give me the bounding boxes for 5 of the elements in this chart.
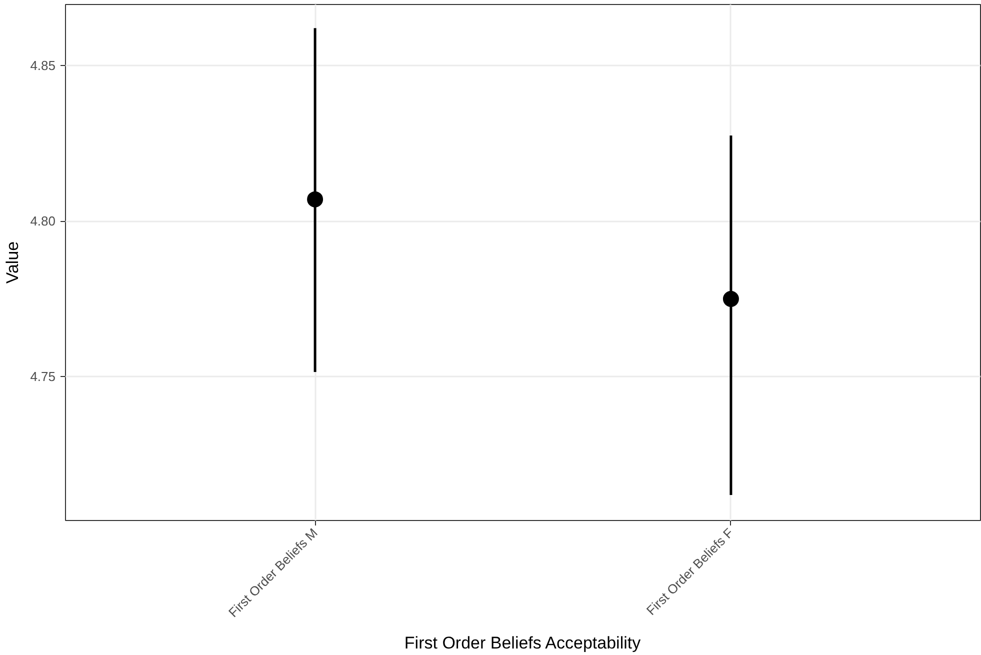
y-tick-label: 4.80 xyxy=(30,214,56,229)
y-axis-title: Value xyxy=(3,241,22,284)
y-tick-label: 4.75 xyxy=(30,369,56,384)
x-axis-title: First Order Beliefs Acceptability xyxy=(404,633,642,652)
y-tick-label: 4.85 xyxy=(30,58,56,73)
